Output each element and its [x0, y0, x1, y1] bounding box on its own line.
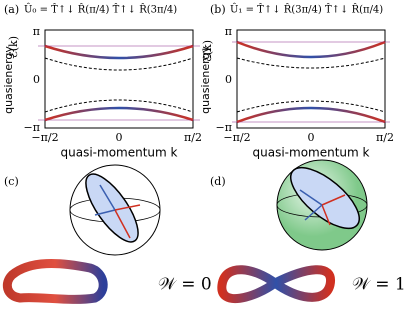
y-tick: π — [33, 25, 40, 38]
y-symbol: ℰ(k) — [7, 36, 20, 58]
x-tick: π/2 — [184, 131, 202, 144]
y-tick: −π — [216, 121, 232, 134]
y-tick: 0 — [33, 73, 40, 86]
ribbon-c — [2, 259, 108, 304]
panel-label: (a) — [4, 3, 19, 16]
x-label: quasi-momentum k — [61, 146, 178, 160]
sphere-c — [69, 164, 161, 256]
y-label: quasienergy — [199, 46, 212, 114]
panel-label: (c) — [4, 175, 19, 188]
winding: 𝒲 = 0 — [158, 275, 212, 295]
plot-b — [232, 29, 390, 129]
y-tick: 0 — [225, 73, 232, 86]
panel-label: (d) — [210, 175, 226, 188]
operator: Û₁ = T̂↑↓ R̂(3π/4) T̂↑↓ R̂(π/4) — [230, 4, 383, 16]
plot-a — [38, 29, 200, 129]
x-tick: 0 — [116, 131, 123, 144]
x-tick: −π/2 — [31, 131, 58, 144]
y-symbol: ℰ(k) — [201, 40, 214, 62]
panel-label: (b) — [210, 3, 226, 16]
x-tick: π/2 — [376, 131, 394, 144]
x-tick: −π/2 — [223, 131, 250, 144]
y-label: quasienergy — [2, 46, 15, 114]
y-tick: π — [225, 25, 232, 38]
operator: Û₀ = T̂↑↓ R̂(π/4) T̂↑↓ R̂(3π/4) — [24, 4, 177, 16]
x-tick: 0 — [308, 131, 315, 144]
sphere-d — [276, 159, 368, 251]
winding: 𝒲 = 1 — [352, 275, 406, 295]
x-label: quasi-momentum k — [253, 146, 370, 160]
ribbon-d — [217, 265, 335, 304]
y-tick: −π — [24, 121, 40, 134]
